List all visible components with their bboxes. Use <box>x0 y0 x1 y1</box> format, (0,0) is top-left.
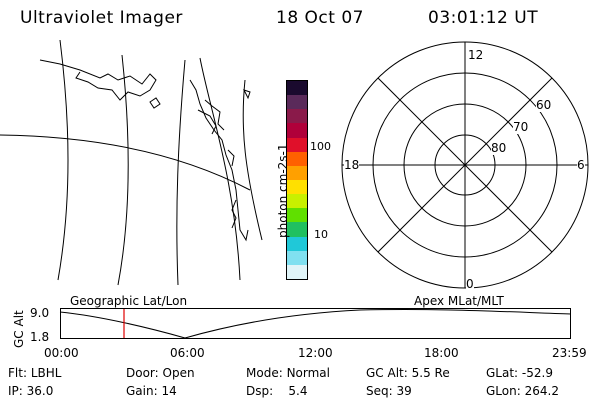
colorbar-band <box>287 165 307 180</box>
colorbar-band <box>287 95 307 110</box>
altitude-xtick-0: 00:00 <box>44 346 79 360</box>
glat-label: GLat: <box>486 366 519 380</box>
ip-label: IP: <box>8 384 23 398</box>
colorbar-band <box>287 208 307 223</box>
gcalt-label: GC Alt: <box>366 366 408 380</box>
geographic-map <box>0 39 263 286</box>
colorbar-band <box>287 179 307 195</box>
colorbar-band <box>287 109 307 124</box>
mode-label: Mode: <box>246 366 283 380</box>
colorbar-tick-10: 10 <box>314 228 328 241</box>
ip-value: 36.0 <box>26 384 54 398</box>
gcalt-value: 5.5 Re <box>411 366 450 380</box>
colorbar-band <box>287 250 307 265</box>
colorbar-band <box>287 194 307 209</box>
altitude-xtick-2: 12:00 <box>298 346 333 360</box>
door-value: Open <box>162 366 195 380</box>
altitude-right-label: Apex MLat/MLT <box>414 294 504 308</box>
mode-value: Normal <box>286 366 330 380</box>
colorbar-band <box>287 236 307 251</box>
altitude-xtick-3: 18:00 <box>424 346 459 360</box>
polar-label-left: 18 <box>344 158 360 172</box>
colorbar-band <box>287 151 307 166</box>
polar-ring-60: 60 <box>536 98 552 112</box>
colorbar-band <box>287 264 307 279</box>
altitude-strip <box>59 308 572 339</box>
app-title: Ultraviolet Imager <box>20 8 183 28</box>
colorbar-band <box>287 81 307 96</box>
glon-label: GLon: <box>486 384 521 398</box>
gain-label: Gain: <box>126 384 158 398</box>
altitude-ytick-high: 9.0 <box>30 306 50 320</box>
seq-label: Seq: <box>366 384 393 398</box>
altitude-ytick-low: 1.8 <box>30 330 50 344</box>
flt-value: LBHL <box>30 366 62 380</box>
colorbar <box>286 80 308 280</box>
colorbar-band <box>287 123 307 138</box>
flt-label: Flt: <box>8 366 27 380</box>
dsp-label: Dsp: <box>246 384 274 398</box>
glon-value: 264.2 <box>524 384 559 398</box>
altitude-left-label: Geographic Lat/Lon <box>70 294 188 308</box>
colorbar-band <box>287 137 307 152</box>
door-label: Door: <box>126 366 159 380</box>
gain-value: 14 <box>161 384 177 398</box>
altitude-xtick-1: 06:00 <box>170 346 205 360</box>
colorbar-tick-100: 100 <box>310 140 331 153</box>
altitude-axis-title: GC Alt <box>12 310 26 348</box>
polar-label-right: 6 <box>577 158 585 172</box>
dsp-value: 5.4 <box>288 384 308 398</box>
glat-value: -52.9 <box>521 366 553 380</box>
polar-label-top: 12 <box>468 48 484 62</box>
colorbar-unit-label: photon cm-2s-1 <box>276 143 290 239</box>
date-label: 18 Oct 07 <box>276 8 364 28</box>
polar-plot <box>341 41 589 289</box>
seq-value: 39 <box>396 384 412 398</box>
colorbar-band <box>287 222 307 237</box>
polar-ring-70: 70 <box>513 120 529 134</box>
polar-ring-80: 80 <box>491 141 507 155</box>
altitude-xtick-4: 23:59 <box>552 346 587 360</box>
time-label: 03:01:12 UT <box>428 8 539 28</box>
polar-label-bottom: 0 <box>466 277 474 291</box>
